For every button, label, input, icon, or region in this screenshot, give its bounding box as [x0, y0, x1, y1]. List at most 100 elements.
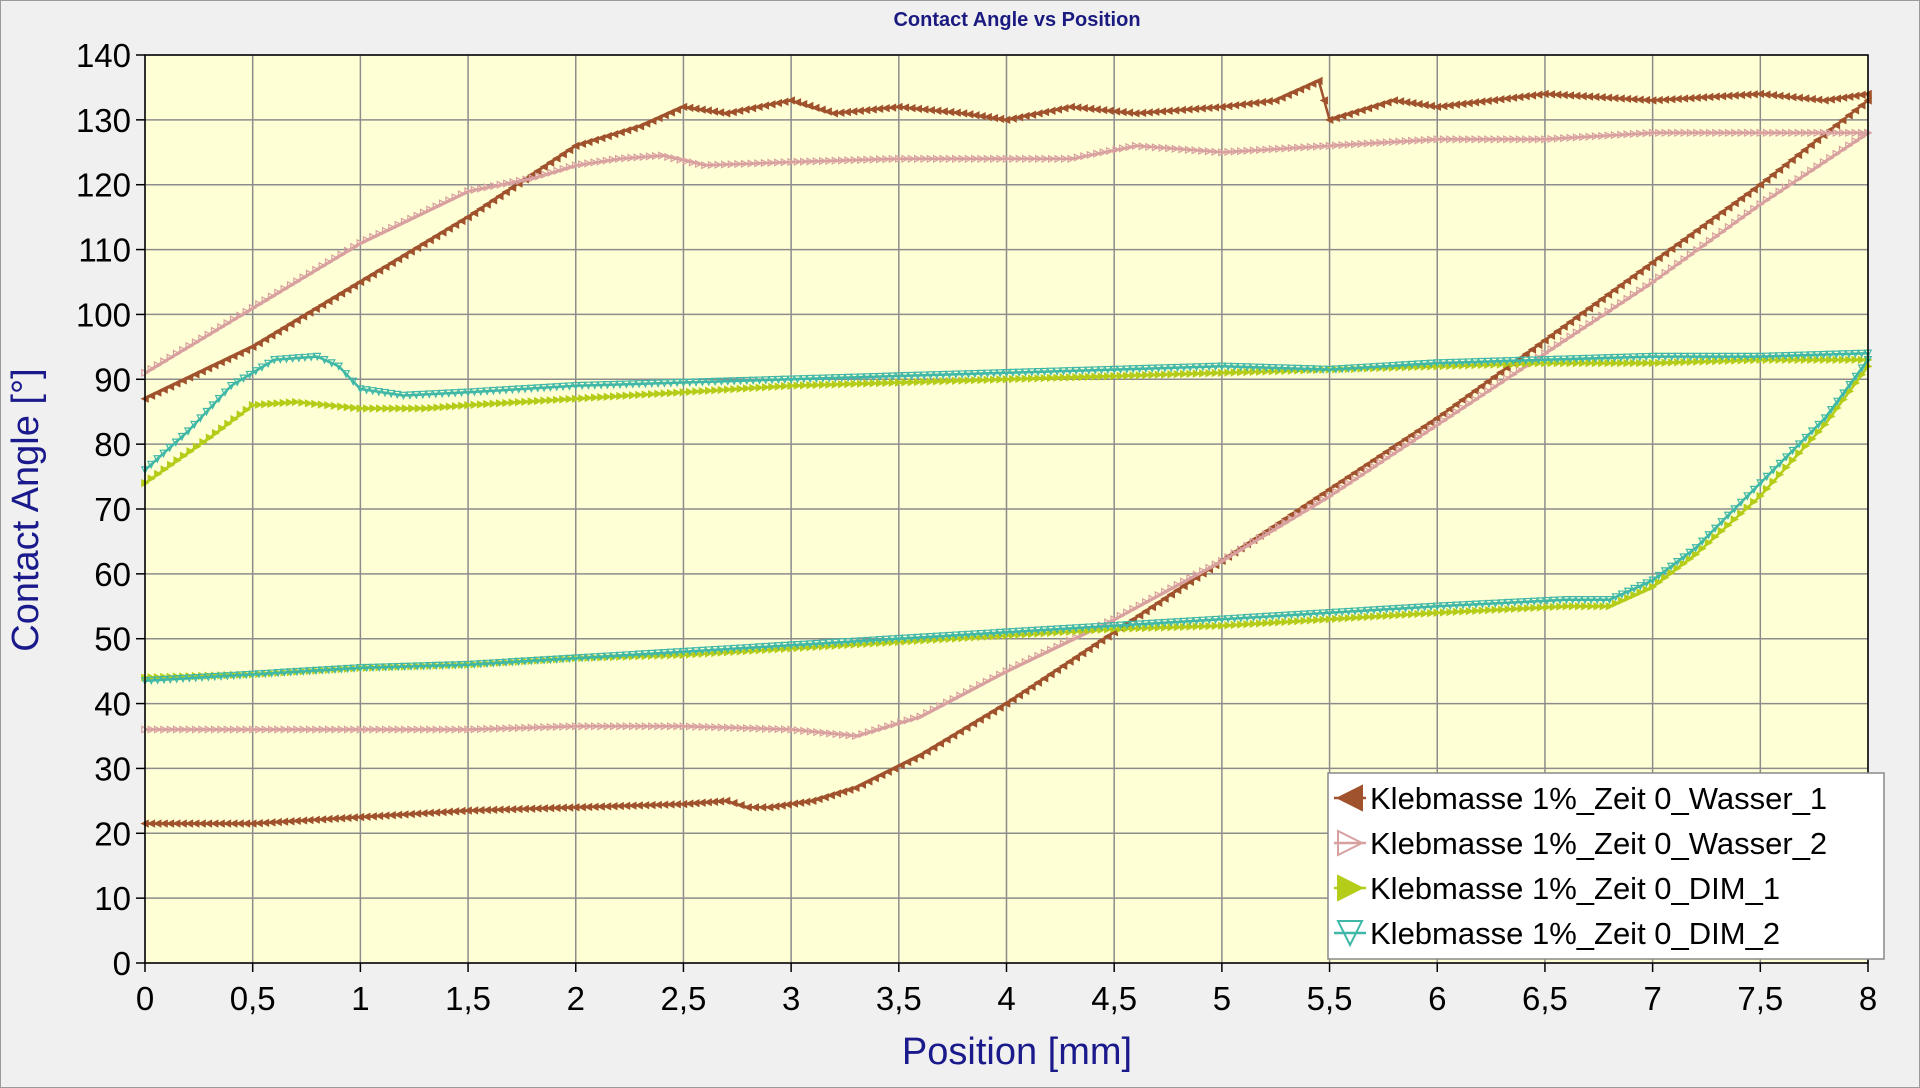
data-point: [178, 674, 188, 684]
data-point: [386, 389, 396, 399]
data-point: [1762, 90, 1771, 99]
data-point: [798, 99, 808, 109]
data-point: [1145, 142, 1154, 151]
data-point: [913, 371, 922, 381]
data-point: [1599, 596, 1608, 605]
data-point: [609, 129, 619, 139]
data-point: [635, 122, 645, 131]
data-point: [527, 657, 536, 666]
data-point: [255, 400, 264, 409]
data-point: [660, 389, 669, 398]
y-tick-label: 60: [94, 556, 131, 593]
data-point: [939, 154, 948, 163]
data-point: [1724, 203, 1733, 212]
data-point: [869, 373, 878, 382]
data-point: [1794, 174, 1803, 184]
data-point: [559, 395, 568, 404]
data-point: [165, 382, 175, 391]
data-point: [584, 137, 593, 147]
data-point: [817, 105, 826, 114]
data-point: [1407, 604, 1417, 613]
data-point: [1775, 128, 1784, 137]
data-point: [1014, 627, 1024, 637]
data-point: [235, 819, 244, 828]
data-point: [596, 381, 606, 390]
data-point: [236, 311, 245, 320]
data-point: [1743, 503, 1752, 512]
data-point: [1020, 686, 1030, 696]
data-point: [564, 803, 574, 812]
data-point: [1693, 245, 1702, 255]
data-point: [1559, 322, 1568, 331]
data-point: [1040, 648, 1050, 658]
data-point: [1691, 550, 1701, 559]
data-point: [1154, 370, 1164, 379]
data-point: [826, 729, 835, 738]
data-point: [858, 729, 867, 739]
x-tick-label: 3,5: [876, 980, 922, 1017]
data-point: [1705, 217, 1714, 226]
data-point: [526, 804, 536, 813]
data-point: [977, 154, 986, 163]
data-point: [734, 159, 743, 169]
data-point: [286, 280, 296, 290]
data-point: [1648, 352, 1657, 362]
data-point: [1845, 381, 1854, 390]
data-point: [509, 177, 518, 187]
data-point: [1762, 352, 1771, 361]
data-point: [957, 370, 967, 379]
data-point: [948, 731, 958, 740]
data-point: [450, 807, 460, 816]
data-point: [780, 158, 790, 167]
data-point: [888, 154, 898, 164]
data-point: [1073, 103, 1082, 112]
data-point: [1255, 363, 1265, 373]
data-point: [1788, 179, 1797, 188]
data-point: [843, 637, 853, 647]
data-point: [1674, 259, 1683, 268]
data-point: [248, 303, 258, 313]
data-point: [185, 674, 194, 683]
data-point: [362, 235, 372, 245]
data-point: [1395, 361, 1404, 370]
data-point: [780, 375, 789, 385]
data-point: [1838, 93, 1848, 102]
data-point: [1119, 144, 1128, 153]
data-point: [615, 801, 624, 811]
data-point: [736, 644, 745, 653]
data-point: [628, 380, 637, 389]
data-point: [627, 153, 636, 163]
data-point: [1401, 441, 1411, 450]
data-point: [1268, 364, 1277, 373]
data-point: [1750, 204, 1759, 213]
data-point: [1283, 90, 1292, 100]
data-point: [324, 296, 333, 306]
data-point: [1008, 368, 1018, 378]
data-point: [1660, 249, 1670, 258]
data-point: [242, 307, 251, 316]
data-point: [634, 801, 643, 810]
data-point: [1395, 445, 1404, 455]
data-point: [672, 105, 682, 114]
data-point: [736, 384, 745, 393]
data-point: [1166, 590, 1175, 599]
data-point: [1851, 128, 1860, 137]
data-point: [1654, 352, 1664, 362]
data-point: [1724, 128, 1734, 137]
data-point: [1464, 98, 1473, 108]
data-point: [900, 634, 910, 643]
data-point: [793, 375, 802, 384]
data-point: [1218, 368, 1227, 377]
data-point: [603, 381, 612, 390]
data-point: [546, 655, 555, 665]
data-point: [685, 378, 694, 387]
data-point: [1769, 466, 1778, 475]
data-point: [1623, 130, 1632, 139]
data-point: [196, 414, 205, 423]
data-point: [1509, 135, 1518, 144]
data-point: [653, 800, 662, 810]
data-point: [1697, 537, 1707, 546]
data-point: [463, 660, 473, 670]
data-point: [1237, 146, 1246, 156]
data-point: [293, 277, 302, 286]
